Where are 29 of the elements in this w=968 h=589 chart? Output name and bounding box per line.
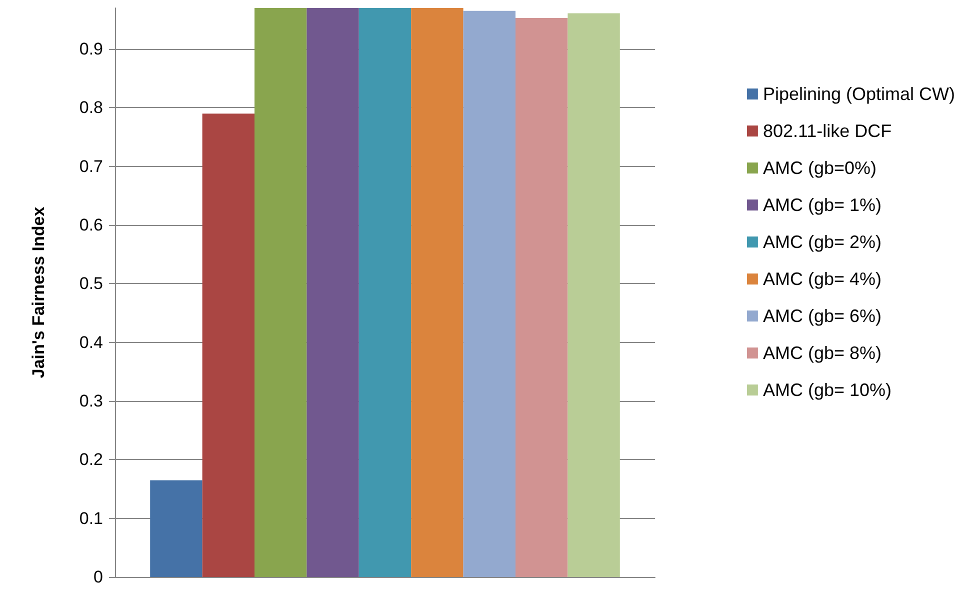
legend-label: 802.11-like DCF	[762, 121, 892, 141]
y-tick-label: 0.7	[79, 156, 103, 176]
bar	[150, 480, 202, 577]
bar	[516, 18, 568, 577]
legend-label: Pipelining (Optimal CW)	[762, 84, 956, 104]
legend-label: AMC (gb= 4%)	[762, 269, 882, 289]
bar	[463, 10, 516, 577]
bar	[358, 8, 412, 577]
y-tick-label: 0	[94, 568, 103, 586]
bar	[254, 8, 307, 577]
y-tick-label: 0.4	[79, 332, 103, 352]
legend-label: AMC (gb= 2%)	[762, 232, 882, 252]
y-axis-title: Jain's Fairness Index	[29, 206, 48, 378]
y-tick-label: 0.9	[79, 40, 103, 59]
y-tick-label: 0.2	[79, 450, 103, 470]
y-tick-label: 0.3	[79, 392, 103, 411]
y-tick-label: 0.8	[79, 98, 103, 118]
legend-label: AMC (gb= 1%)	[762, 195, 882, 215]
bar	[411, 8, 464, 577]
legend-label: AMC (gb= 8%)	[762, 343, 882, 363]
y-tick-label: 0.1	[79, 508, 103, 528]
bar	[202, 114, 254, 577]
legend-label: AMC (gb= 6%)	[762, 306, 882, 326]
bar	[568, 13, 620, 577]
y-tick-label: 0.6	[79, 216, 103, 235]
legend-label: AMC (gb=0%)	[762, 158, 876, 178]
legend-label: AMC (gb= 10%)	[762, 380, 892, 400]
y-tick-label: 0.5	[79, 274, 103, 294]
bar	[306, 8, 359, 577]
